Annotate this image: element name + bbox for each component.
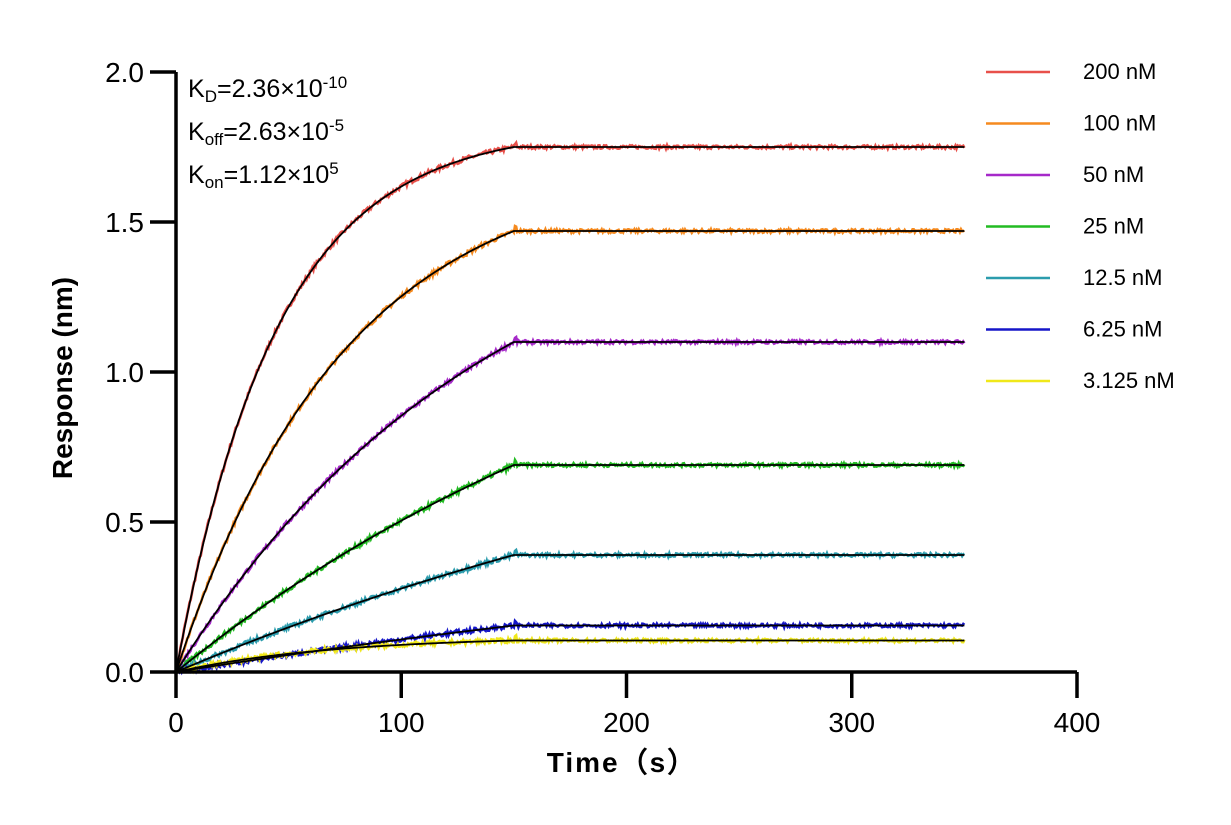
- legend-label-0: 200 nM: [1083, 59, 1156, 84]
- fit-curve-5: [175, 624, 965, 673]
- koff-annotation: Koff=2.63×10-5: [188, 116, 345, 149]
- fit-curve-1: [175, 230, 965, 673]
- legend-label-4: 12.5 nM: [1083, 265, 1163, 290]
- fit-curve-4: [175, 554, 965, 673]
- x-tick-label: 0: [168, 707, 184, 738]
- legend-label-1: 100 nM: [1083, 111, 1156, 136]
- legend: 200 nM 100 nM 50 nM 25 nM 12.5 nM 6.25 nM 3.12…: [986, 59, 1175, 393]
- legend-label-6: 3.125 nM: [1083, 368, 1175, 393]
- plot-traces: [174, 139, 966, 676]
- fit-curve-2: [175, 341, 965, 673]
- series-trace-0: [174, 139, 966, 673]
- fit-curve-0: [175, 146, 965, 673]
- x-tick-label: 400: [1054, 707, 1101, 738]
- kon-annotation: Kon=1.12×105: [188, 159, 339, 192]
- legend-label-5: 6.25 nM: [1083, 317, 1163, 342]
- kd-annotation: KD=2.36×10-10: [188, 73, 348, 106]
- x-axis-label: Time（s）: [547, 746, 697, 778]
- x-tick-label: 200: [603, 707, 650, 738]
- y-tick-label: 2.0: [105, 57, 144, 88]
- axes: 0.0 0.5 1.0 1.5 2.0 0 100 200 300 400: [105, 57, 1100, 738]
- fit-curve-6: [175, 639, 965, 673]
- legend-label-3: 25 nM: [1083, 214, 1144, 239]
- legend-label-2: 50 nM: [1083, 162, 1144, 187]
- series-trace-5: [175, 618, 966, 676]
- y-tick-label: 1.5: [105, 207, 144, 238]
- y-tick-label: 0.0: [105, 657, 144, 688]
- x-tick-label: 300: [828, 707, 875, 738]
- y-axis-label: Response (nm): [47, 277, 78, 479]
- series-trace-1: [174, 224, 965, 672]
- fit-curve-3: [175, 464, 965, 673]
- y-tick-label: 1.0: [105, 357, 144, 388]
- x-tick-label: 100: [378, 707, 425, 738]
- y-tick-label: 0.5: [105, 507, 144, 538]
